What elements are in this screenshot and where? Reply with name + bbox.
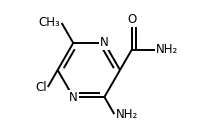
Text: NH₂: NH₂ [116, 108, 138, 121]
Text: Cl: Cl [35, 80, 47, 94]
Text: NH₂: NH₂ [156, 44, 178, 57]
Text: O: O [127, 13, 136, 26]
Text: N: N [100, 37, 109, 50]
Text: N: N [69, 90, 78, 103]
Text: CH₃: CH₃ [39, 17, 60, 30]
